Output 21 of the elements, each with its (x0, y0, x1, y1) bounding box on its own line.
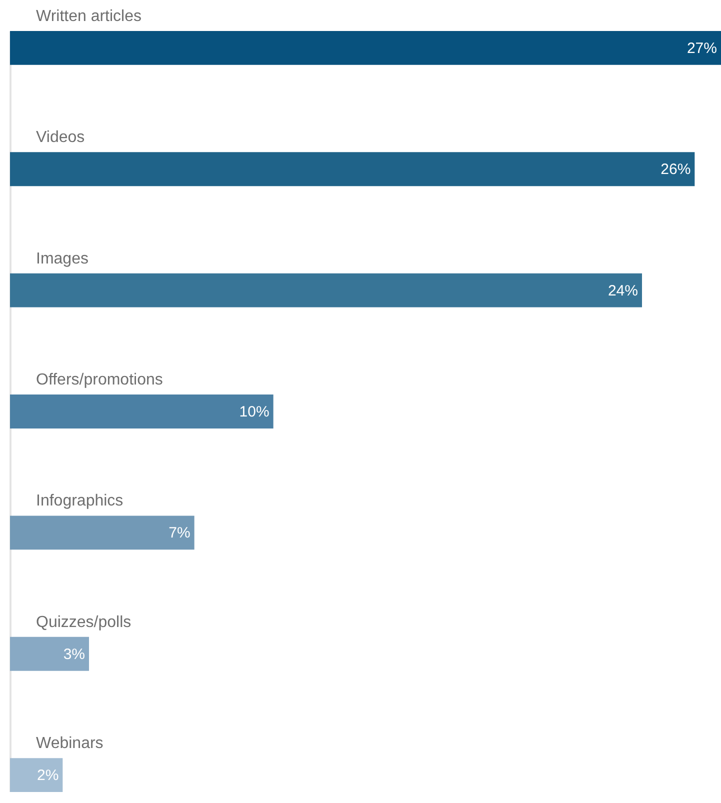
bar (10, 273, 642, 308)
y-tick-label: Images (36, 250, 88, 268)
data-label: 26% (660, 161, 691, 178)
bar (10, 31, 721, 65)
bar (10, 636, 89, 671)
data-label: 2% (36, 767, 59, 784)
y-tick-label: Written articles (36, 8, 142, 25)
bar (10, 152, 695, 186)
data-label: 24% (608, 282, 638, 300)
data-label: 3% (63, 646, 85, 663)
bar (10, 758, 63, 792)
y-tick-label: Webinars (36, 735, 104, 752)
data-label: 10% (239, 404, 270, 420)
y-tick-label: Offers/promotions (36, 372, 163, 388)
y-tick-label: Videos (36, 129, 85, 146)
y-tick-label: Infographics (36, 492, 124, 510)
data-label: 7% (168, 524, 190, 542)
y-tick-label: Quizzes/polls (36, 614, 132, 631)
bar (10, 394, 274, 428)
data-label: 27% (686, 40, 717, 57)
bar (10, 516, 194, 550)
